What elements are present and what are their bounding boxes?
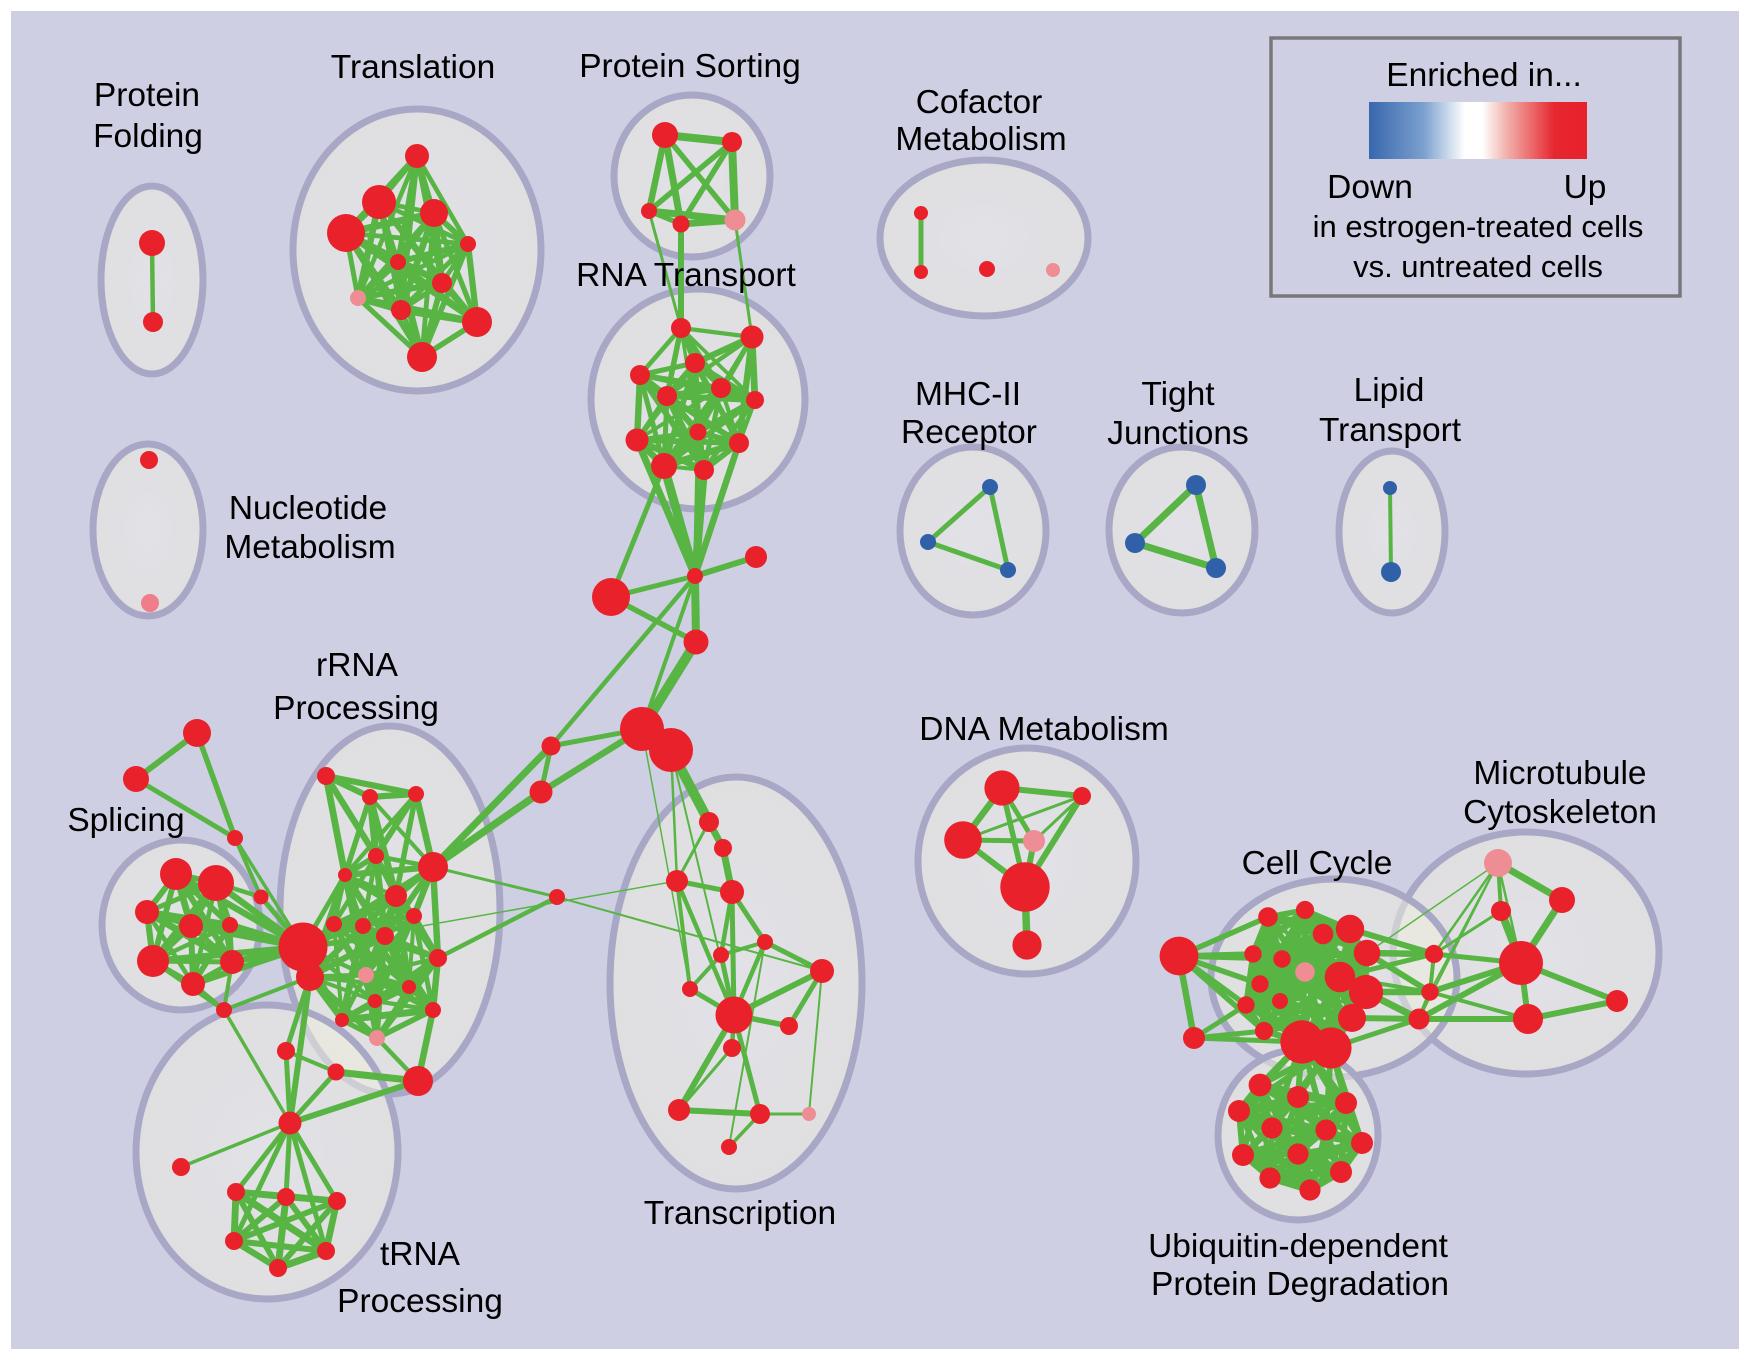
svg-text:Microtubule: Microtubule xyxy=(1473,755,1646,792)
svg-text:Protein: Protein xyxy=(94,77,200,114)
svg-text:Protein Sorting: Protein Sorting xyxy=(579,48,801,85)
svg-text:Processing: Processing xyxy=(273,690,439,727)
svg-text:RNA Transport: RNA Transport xyxy=(576,257,796,294)
svg-text:DNA Metabolism: DNA Metabolism xyxy=(919,711,1168,748)
svg-text:Protein Degradation: Protein Degradation xyxy=(1151,1266,1449,1303)
svg-text:Ubiquitin-dependent: Ubiquitin-dependent xyxy=(1148,1228,1449,1265)
svg-text:Splicing: Splicing xyxy=(67,802,184,839)
svg-text:Down: Down xyxy=(1327,169,1413,206)
svg-text:Processing: Processing xyxy=(337,1283,503,1320)
svg-text:Metabolism: Metabolism xyxy=(224,529,395,566)
svg-text:Transport: Transport xyxy=(1319,412,1462,449)
svg-text:Metabolism: Metabolism xyxy=(895,121,1066,158)
svg-text:Lipid: Lipid xyxy=(1354,372,1425,409)
svg-text:Nucleotide: Nucleotide xyxy=(229,490,387,527)
svg-text:Cofactor: Cofactor xyxy=(916,84,1043,121)
svg-text:Transcription: Transcription xyxy=(644,1195,836,1232)
svg-text:Folding: Folding xyxy=(93,118,203,155)
svg-text:Enriched in...: Enriched in... xyxy=(1386,57,1582,94)
svg-text:Translation: Translation xyxy=(331,49,495,86)
svg-text:vs. untreated cells: vs. untreated cells xyxy=(1353,249,1603,284)
svg-text:MHC-II: MHC-II xyxy=(915,376,1021,413)
svg-text:Receptor: Receptor xyxy=(901,414,1037,451)
svg-text:rRNA: rRNA xyxy=(316,647,399,684)
svg-text:Tight: Tight xyxy=(1141,376,1215,413)
svg-text:in estrogen-treated cells: in estrogen-treated cells xyxy=(1313,209,1644,244)
svg-text:tRNA: tRNA xyxy=(380,1236,461,1273)
svg-text:Cell Cycle: Cell Cycle xyxy=(1242,845,1393,882)
svg-text:Cytoskeleton: Cytoskeleton xyxy=(1463,794,1657,831)
svg-text:Up: Up xyxy=(1564,169,1607,206)
svg-text:Junctions: Junctions xyxy=(1107,415,1249,452)
